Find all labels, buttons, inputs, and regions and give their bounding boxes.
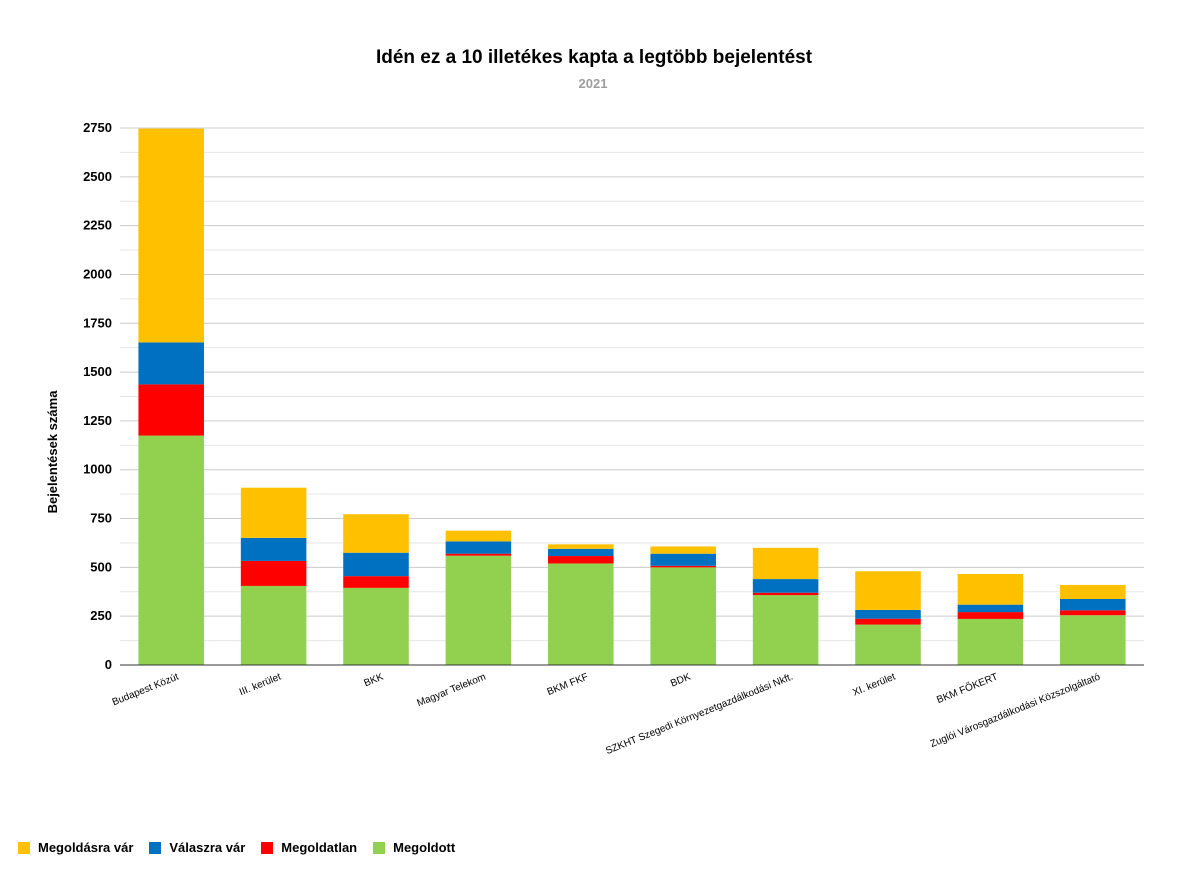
x-axis-ticks: Budapest Közút III. kerület BKK Magyar Tele… — [111, 669, 1103, 757]
bar-segment — [855, 624, 921, 665]
legend-swatch — [261, 841, 274, 854]
legend-item-valaszra-var: Válaszra vár — [149, 840, 245, 855]
y-tick-label: 0 — [105, 657, 112, 672]
chart-subtitle: 2021 — [579, 76, 608, 91]
bar-segment — [548, 563, 614, 665]
y-axis-label: Bejelentések száma — [45, 390, 60, 514]
y-tick-label: 750 — [90, 511, 112, 526]
bar-segment — [1060, 610, 1126, 616]
legend-label: Válaszra vár — [169, 840, 246, 855]
y-tick-label: 2500 — [83, 169, 112, 184]
y-tick-label: 2750 — [83, 120, 112, 135]
y-tick-label: 1000 — [83, 462, 112, 477]
y-tick-label: 250 — [90, 608, 112, 623]
legend-item-megoldasra-var: Megoldásra vár — [18, 840, 133, 855]
bar-segment — [343, 587, 409, 665]
bar-segment — [957, 604, 1024, 613]
bar-segment — [343, 576, 409, 588]
legend-label: Megoldott — [393, 840, 456, 855]
bar-segment — [650, 553, 716, 566]
x-tick-label: XI. kerület — [851, 672, 897, 699]
bar-segment — [138, 128, 204, 343]
bar-segment — [957, 574, 1024, 605]
bar-segment — [548, 548, 614, 557]
x-tick-label: BKK — [362, 671, 385, 689]
bar-segment — [240, 487, 307, 538]
x-tick-label: Zuglói Városgazdálkodási Közszolgáltató — [929, 671, 1103, 750]
bar-segment — [855, 571, 921, 610]
x-tick-label: BDK — [669, 671, 692, 689]
bar-segment — [957, 612, 1024, 619]
bar-segment — [445, 555, 512, 665]
bars — [138, 128, 1126, 665]
bar-segment — [343, 552, 409, 577]
bar-segment — [1060, 584, 1126, 599]
x-tick-label: BKM FKF — [546, 672, 590, 698]
bar-segment — [855, 618, 921, 625]
bar-segment — [445, 541, 512, 554]
bar-segment — [752, 547, 819, 580]
y-tick-label: 1250 — [83, 413, 112, 428]
x-tick-label: SZKHT Szegedi Környezetgazdálkodási Nkft… — [604, 672, 795, 758]
bar-segment — [240, 537, 307, 561]
bar-segment — [1060, 615, 1126, 665]
legend-label: Megoldásra vár — [38, 840, 134, 855]
bar-segment — [752, 592, 819, 596]
legend-swatch — [18, 841, 30, 854]
y-tick-label: 2250 — [83, 218, 112, 233]
bar-segment — [650, 546, 716, 554]
x-tick-label: BKM FŐKERT — [934, 669, 999, 706]
y-axis-ticks: 0 250 500 750 1000 1250 1500 1750 2000 2250 2500 27… — [83, 120, 112, 672]
y-tick-label: 1750 — [83, 315, 112, 330]
x-tick-label: III. kerület — [238, 671, 283, 698]
bar-segment — [650, 567, 716, 665]
bar-segment — [1060, 598, 1126, 611]
bar-segment — [445, 530, 512, 542]
bar-segment — [548, 556, 614, 564]
legend-swatch — [149, 841, 162, 854]
bar-segment — [752, 579, 819, 593]
bar-segment — [650, 565, 716, 568]
x-tick-label: Magyar Telekom — [416, 672, 488, 710]
legend-label: Megoldatlan — [281, 840, 358, 855]
legend-item-megoldott: Megoldott — [373, 840, 455, 855]
legend: Megoldásra vár Válaszra vár Megoldatlan … — [18, 840, 455, 855]
bar-segment — [138, 435, 204, 665]
bar-segment — [240, 560, 307, 586]
x-tick-label: Budapest Közút — [111, 672, 181, 709]
y-tick-label: 2000 — [83, 266, 112, 281]
bar-segment — [548, 544, 614, 549]
legend-item-megoldatlan: Megoldatlan — [261, 840, 357, 855]
legend-swatch — [373, 841, 386, 854]
chart-title: Idén ez a 10 illetékes kapta a legtöbb b… — [376, 47, 813, 68]
y-tick-label: 1500 — [83, 364, 112, 379]
y-tick-label: 500 — [90, 559, 112, 574]
bar-segment — [855, 609, 921, 619]
bar-segment — [138, 342, 204, 385]
bar-segment — [445, 553, 512, 556]
bar-segment — [752, 595, 819, 665]
bar-segment — [240, 585, 307, 665]
bar-segment — [343, 514, 409, 553]
bar-segment — [138, 384, 204, 436]
bar-segment — [957, 618, 1024, 665]
